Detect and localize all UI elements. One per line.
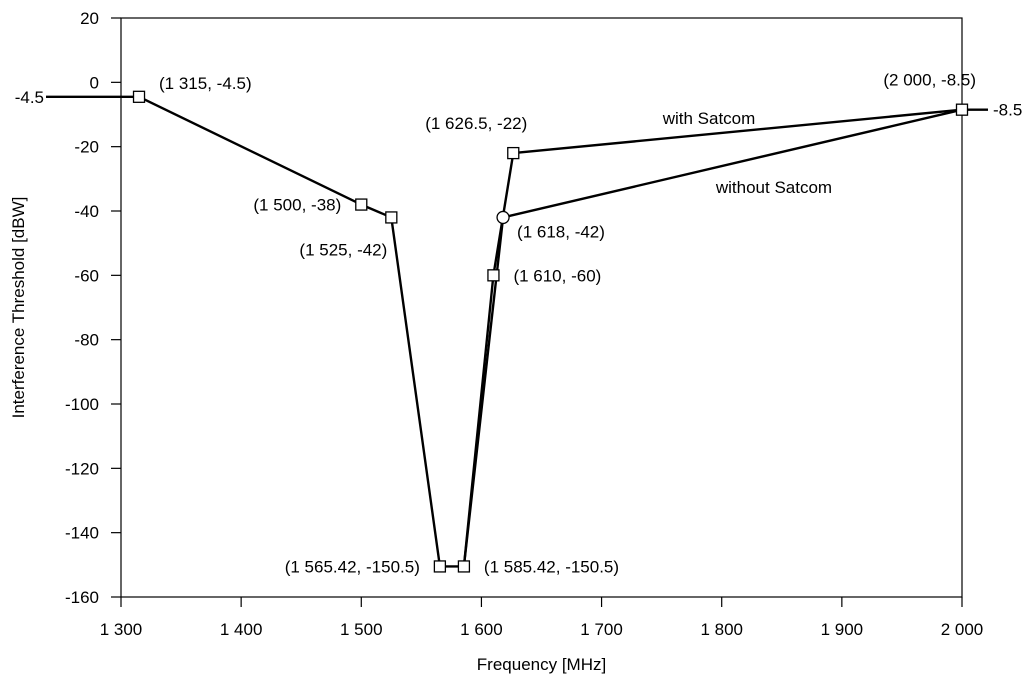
x-tick-label: 1 400 bbox=[220, 620, 263, 639]
series-label-with-satcom: with Satcom bbox=[662, 109, 756, 128]
y-axis-title: Interference Threshold [dBW] bbox=[9, 197, 28, 419]
y-tick-label: 0 bbox=[90, 73, 99, 92]
y-tick-label: -120 bbox=[65, 459, 99, 478]
x-axis-ticks: 1 300 1 400 1 500 1 600 1 700 1 800 1 900 2 000 bbox=[100, 597, 984, 639]
point-annotation: (1 626.5, -22) bbox=[425, 114, 527, 133]
edge-extension-lines bbox=[46, 95, 988, 111]
y-tick-label: 20 bbox=[80, 9, 99, 28]
series-line-with-satcom bbox=[138, 95, 963, 568]
y-tick-label: -20 bbox=[74, 138, 99, 157]
x-tick-label: 1 800 bbox=[700, 620, 743, 639]
y-tick-label: -140 bbox=[65, 524, 99, 543]
y-tick-label: -60 bbox=[74, 266, 99, 285]
y-tick-label: -80 bbox=[74, 331, 99, 350]
y-axis-ticks: 20 0 -20 -40 -60 -80 -100 -120 -140 -160 bbox=[65, 9, 121, 607]
square-marker bbox=[385, 211, 398, 224]
square-marker bbox=[132, 90, 146, 103]
data-point-markers bbox=[132, 90, 969, 573]
point-annotation: (2 000, -8.5) bbox=[883, 71, 976, 90]
x-tick-label: 1 500 bbox=[340, 620, 383, 639]
point-annotation: (1 585.42, -150.5) bbox=[484, 557, 619, 576]
y-tick-label: -100 bbox=[65, 395, 99, 414]
point-annotation: (1 565.42, -150.5) bbox=[285, 557, 420, 576]
point-annotations: (1 315, -4.5) (1 500, -38) (1 525, -42) (1 … bbox=[159, 71, 976, 577]
point-annotation: (1 315, -4.5) bbox=[159, 74, 252, 93]
point-annotation: (1 610, -60) bbox=[513, 266, 601, 285]
point-annotation: (1 618, -42) bbox=[517, 222, 605, 241]
x-axis-title: Frequency [MHz] bbox=[477, 655, 606, 674]
x-tick-label: 1 300 bbox=[100, 620, 143, 639]
plot-frame bbox=[120, 17, 963, 598]
series-lines bbox=[138, 95, 963, 568]
circle-marker bbox=[496, 210, 510, 225]
square-marker bbox=[433, 560, 447, 573]
x-tick-label: 1 700 bbox=[580, 620, 623, 639]
square-marker bbox=[507, 146, 520, 160]
y-tick-label: -40 bbox=[74, 202, 99, 221]
series-line-without-satcom bbox=[462, 108, 963, 567]
left-edge-value-label: -4.5 bbox=[15, 88, 44, 107]
square-marker bbox=[487, 269, 500, 282]
series-label-without-satcom: without Satcom bbox=[715, 178, 832, 197]
x-tick-label: 2 000 bbox=[941, 620, 984, 639]
y-tick-label: -160 bbox=[65, 588, 99, 607]
square-marker bbox=[955, 103, 969, 116]
x-tick-label: 1 600 bbox=[460, 620, 503, 639]
square-marker bbox=[457, 560, 471, 573]
right-edge-value-label: -8.5 bbox=[993, 101, 1022, 120]
point-annotation: (1 500, -38) bbox=[253, 196, 341, 215]
point-annotation: (1 525, -42) bbox=[299, 240, 387, 259]
x-tick-label: 1 900 bbox=[821, 620, 864, 639]
square-marker bbox=[355, 198, 368, 211]
